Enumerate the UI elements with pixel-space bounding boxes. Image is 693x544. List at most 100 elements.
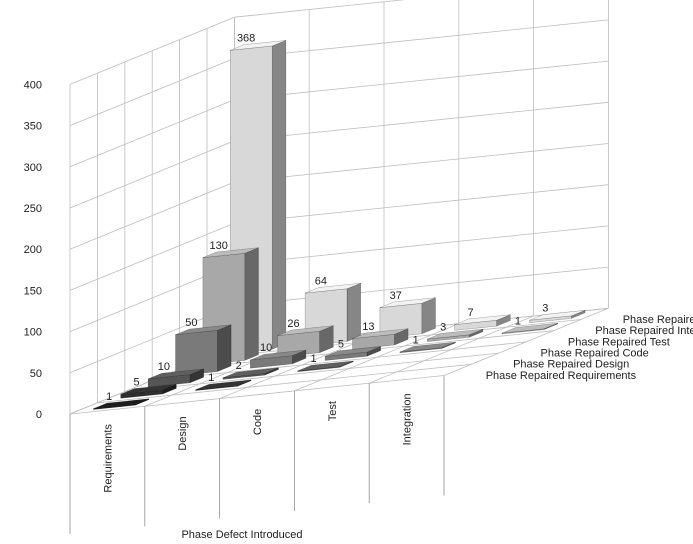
data-label: 37	[390, 290, 402, 302]
bar	[352, 328, 409, 350]
gridline-back-wall	[234, 184, 609, 224]
bar-top	[305, 282, 361, 294]
series-label: Phase Repaired Design	[513, 359, 629, 371]
y-tick-label: 0	[36, 409, 42, 421]
gridline-floor-width	[152, 341, 527, 381]
bar-side	[346, 282, 361, 342]
category-label: Test	[327, 401, 339, 421]
bar-top	[93, 398, 149, 409]
gridline-back-wall	[234, 19, 609, 59]
data-label: 130	[210, 240, 228, 252]
data-label: 1	[413, 334, 419, 346]
bar-top	[325, 346, 381, 357]
category-label: Design	[177, 416, 189, 450]
bar-front	[175, 330, 218, 377]
bar-top	[148, 368, 204, 380]
y-tick-label: 300	[24, 162, 42, 174]
bar	[222, 367, 279, 380]
bar	[175, 324, 232, 377]
bar	[454, 314, 511, 331]
bar-top	[277, 325, 334, 336]
bar-side	[271, 40, 287, 350]
data-label: 10	[260, 342, 272, 354]
bar-top	[175, 324, 232, 335]
bar-top	[222, 367, 279, 379]
data-label: 1	[106, 391, 112, 403]
category-label: Integration	[402, 393, 414, 445]
bar-top	[230, 40, 286, 51]
bar-top	[529, 310, 586, 321]
data-label: 3	[542, 303, 548, 315]
bar-top	[297, 360, 354, 372]
y-tick-label: 50	[30, 368, 42, 380]
gridline-back-wall	[234, 266, 609, 306]
y-tick-label: 350	[24, 121, 42, 133]
x-axis-title: Phase Defect Introduced	[181, 529, 302, 541]
bar-top	[399, 341, 456, 353]
data-label: 1	[208, 372, 214, 384]
bar-side	[421, 297, 436, 335]
bar-layer	[93, 40, 586, 410]
bar-top	[352, 328, 409, 339]
gridline-floor-width	[124, 352, 499, 392]
y-tick-label: 400	[24, 79, 42, 91]
bar	[399, 341, 456, 354]
category-label: Requirements	[102, 424, 114, 493]
data-label: 3	[440, 321, 446, 333]
data-label: 50	[185, 317, 197, 329]
data-label: 10	[158, 361, 170, 373]
series-label: Phase Repaired Integration	[595, 325, 693, 337]
category-label: Code	[252, 409, 264, 435]
bar-side	[217, 324, 232, 372]
bar-side	[244, 247, 259, 361]
gridline-back-wall	[234, 225, 609, 265]
bar	[277, 325, 334, 358]
y-tick-label: 250	[24, 203, 42, 215]
bar	[93, 398, 150, 410]
bar-top	[454, 314, 511, 325]
bar-top	[379, 297, 436, 308]
bar-top	[250, 349, 306, 361]
bar-top	[427, 328, 483, 340]
data-label: 64	[315, 275, 327, 287]
y-tick-label: 150	[24, 285, 42, 297]
bar-top	[202, 247, 259, 258]
data-label: 1	[515, 315, 521, 327]
y-tick-label: 200	[24, 244, 42, 256]
bar-top	[195, 379, 252, 391]
gridline-back-wall	[234, 0, 406, 18]
bar	[120, 383, 177, 399]
series-label: Phase Repaired Code	[541, 348, 649, 360]
bar	[529, 309, 586, 323]
bar	[379, 297, 436, 339]
data-label: 1	[310, 353, 316, 365]
label-layer: 368 64 37 7 3 130 26 13 3 1 50 10 5 1 10 2 1 5 1 1	[106, 33, 548, 403]
series-label: Phase Repaired Requirements	[486, 370, 637, 382]
data-label: 2	[236, 360, 242, 372]
data-label: 13	[362, 321, 374, 333]
data-label: 5	[338, 339, 344, 351]
bar	[250, 349, 307, 369]
y-tick-label: 100	[24, 327, 42, 339]
bar	[147, 368, 204, 388]
bar	[195, 379, 252, 391]
bar-top	[502, 322, 558, 334]
data-label: 368	[237, 33, 255, 45]
series-label: Phase Repaired Operational	[623, 314, 693, 326]
gridline-floor-width	[97, 363, 472, 404]
gridline-back-wall	[234, 143, 609, 183]
data-label: 5	[133, 376, 139, 388]
gridline-back-wall	[234, 60, 609, 100]
gridline-back-wall	[234, 101, 609, 142]
bar	[501, 322, 558, 335]
data-label: 7	[467, 307, 473, 319]
bar	[297, 360, 354, 372]
gridline-floor-width	[69, 375, 445, 415]
bar-top	[120, 384, 177, 395]
data-label: 26	[287, 318, 299, 330]
bar	[304, 282, 361, 347]
bar	[324, 346, 381, 361]
series-label: Phase Repaired Test	[568, 336, 670, 348]
